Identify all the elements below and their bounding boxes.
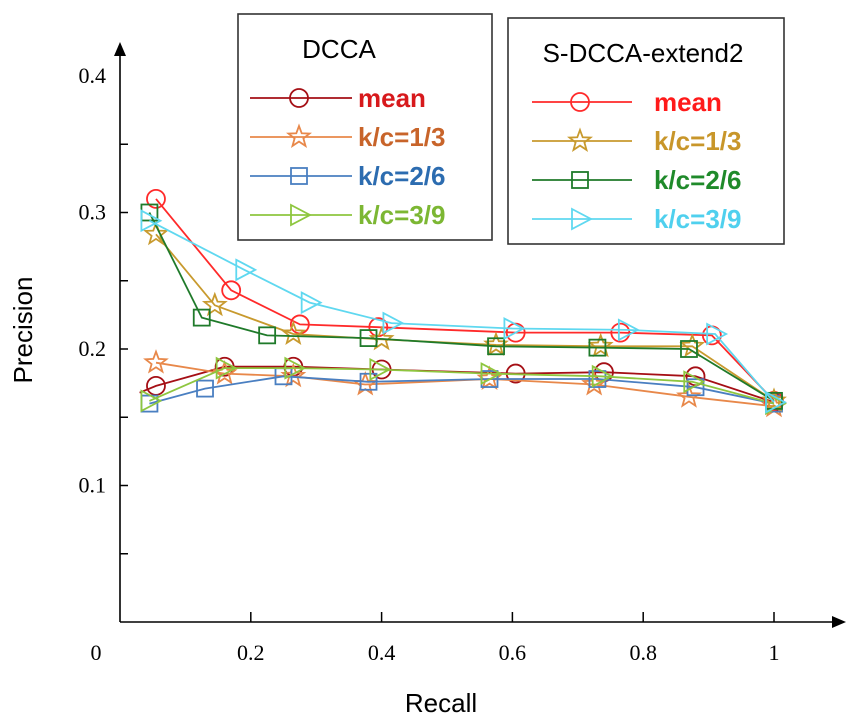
series-4-point-0	[146, 188, 166, 209]
legend-marker-1-1	[567, 127, 593, 152]
series-5-point-3	[368, 325, 395, 351]
series-5-point-2	[280, 320, 307, 345]
series-6	[140, 203, 783, 410]
x-axis-arrow	[832, 616, 846, 628]
series-2-point-3	[359, 372, 378, 391]
series-6-point-1	[192, 308, 211, 327]
series-5-point-0	[143, 220, 169, 246]
legend-label-1-3: k/c=3/9	[654, 204, 741, 234]
series-3-point-2	[284, 356, 307, 380]
legend-1: S-DCCA-extend2 mean k/c=1/3 k/c=2/6 k/c=3/9	[507, 17, 785, 245]
series-6-point-5	[588, 338, 607, 357]
series-3-point-1	[215, 356, 238, 380]
y-tick-label-0.2: 0.2	[79, 336, 107, 361]
series-3-point-3	[369, 357, 392, 381]
x-tick-label-0: 0	[91, 640, 102, 665]
y-tick-label-0.3: 0.3	[79, 200, 107, 225]
series-line-1	[155, 361, 775, 408]
x-tick-label-0.4: 0.4	[368, 640, 396, 665]
x-tick-label-0.6: 0.6	[499, 640, 527, 665]
series-6-point-3	[359, 329, 378, 347]
series-6-point-2	[258, 326, 277, 345]
x-tick-label-0.2: 0.2	[237, 640, 265, 665]
legend-box-0	[237, 13, 493, 241]
legend-title-0: DCCA	[302, 34, 376, 64]
series-7-point-0	[140, 209, 163, 233]
series-layer	[139, 188, 787, 418]
legend-marker-1-3	[571, 207, 593, 231]
legend-label-0-1: k/c=1/3	[358, 122, 445, 152]
x-tick-label-0.8: 0.8	[629, 640, 657, 665]
series-3-point-0	[140, 389, 163, 413]
series-6-point-4	[487, 337, 505, 356]
series-7	[140, 209, 787, 414]
legend-layer: DCCAmeank/c=1/3k/c=2/6k/c=3/9S-DCCA-exte…	[237, 13, 785, 245]
series-5-point-5	[587, 332, 614, 358]
y-axis-label: Precision	[8, 277, 38, 384]
legend-title-1: S-DCCA-extend2	[543, 38, 744, 68]
series-line-7	[148, 219, 775, 403]
series-7-point-3	[382, 311, 405, 335]
series-1-point-0	[143, 349, 169, 374]
series-line-6	[148, 212, 775, 402]
series-1-point-6	[676, 383, 702, 408]
series-5-point-1	[201, 291, 228, 317]
legend-0: DCCA mean k/c=1/3 k/c=2/6 k/c=3/9	[237, 13, 493, 241]
series-7-point-7	[765, 390, 787, 414]
legend-marker-0-0	[289, 88, 309, 108]
series-4-point-1	[221, 280, 242, 301]
legend-marker-0-1	[286, 123, 312, 148]
legend-label-1-0: mean	[654, 87, 722, 117]
series-3-point-5	[591, 364, 614, 388]
y-tick-label-0.4: 0.4	[79, 63, 107, 88]
y-axis-arrow	[114, 42, 126, 56]
legend-label-0-2: k/c=2/6	[358, 161, 445, 191]
series-7-point-5	[617, 318, 640, 342]
series-2-point-1	[196, 379, 214, 398]
legend-marker-1-2	[571, 171, 589, 189]
legend-marker-0-2	[290, 167, 308, 185]
legend-marker-0-3	[290, 203, 312, 227]
x-tick-label-1: 1	[769, 640, 780, 665]
axes	[114, 42, 846, 628]
series-3-point-6	[683, 370, 706, 394]
legend-label-1-1: k/c=1/3	[654, 126, 741, 156]
series-6-point-6	[680, 340, 698, 358]
x-axis-label: Recall	[405, 688, 477, 718]
legend-label-0-0: mean	[358, 83, 426, 113]
series-7-point-4	[503, 317, 526, 341]
legend-marker-1-0	[570, 92, 590, 112]
series-7-point-2	[300, 291, 323, 315]
legend-label-0-3: k/c=3/9	[358, 200, 445, 230]
series-4-point-5	[610, 322, 631, 343]
legend-label-1-2: k/c=2/6	[654, 165, 741, 195]
series-line-2	[149, 375, 775, 405]
y-tick-label-0.1: 0.1	[79, 473, 107, 498]
series-7-point-6	[706, 322, 729, 346]
series-2-point-6	[686, 378, 705, 397]
series-line-4	[155, 198, 775, 402]
series-7-point-1	[235, 258, 258, 282]
series-3-point-4	[480, 362, 503, 386]
legend-box-1	[507, 17, 785, 245]
ticks: 0 0.2 0.4 0.6 0.8 1 0.1 0.2 0.3 0.4	[79, 63, 780, 665]
